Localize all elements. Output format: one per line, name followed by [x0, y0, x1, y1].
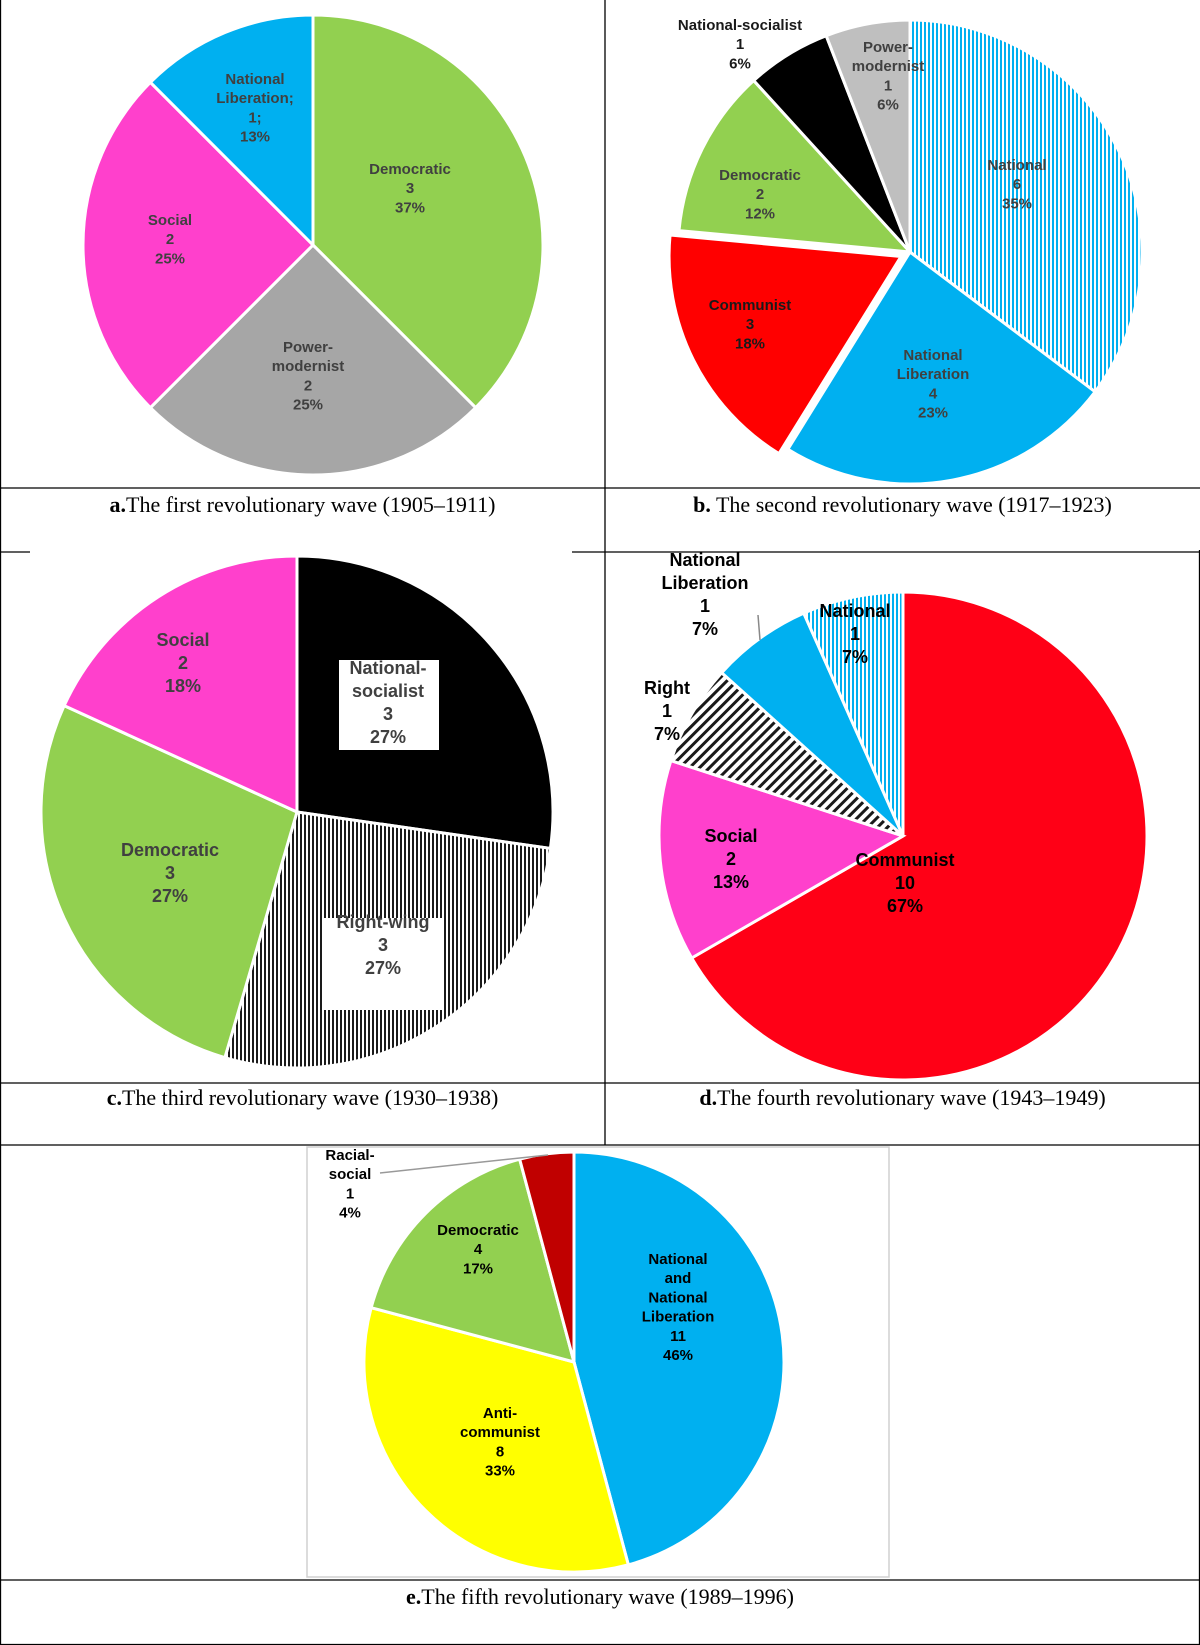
pie-d-slice-0: [689, 590, 1149, 1082]
pie-a-slice-3: [148, 13, 315, 249]
chart-e-frame: [306, 1146, 890, 1578]
pie-b-label-0: National 6 35%: [987, 157, 1046, 212]
pie-c-label-3: Social 2 18%: [156, 630, 209, 696]
pie-b-label-1: National Liberation 4 23%: [897, 347, 970, 422]
caption-d: d.The fourth revolutionary wave (1943–19…: [605, 1085, 1200, 1111]
pie-b-slice-2: [667, 233, 904, 456]
pie-a-slice-2: [81, 80, 316, 410]
pie-d-label-4: National 1 7%: [819, 601, 890, 667]
pie-c-slice-3: [62, 554, 299, 815]
pie-chart-e: National and National Liberation 11 46% Anti-c…: [325, 1147, 786, 1574]
pie-b-slice-0: [908, 18, 1144, 394]
pie-d-label-3: National Liberation 1 7%: [661, 550, 748, 639]
caption-d-letter: d.: [699, 1085, 718, 1110]
caption-e-text: The fifth revolutionary wave (1989–1996): [421, 1584, 794, 1609]
caption-a: a.The first revolutionary wave (1905–191…: [0, 492, 605, 518]
pie-e-label-3: Racial-social 1 4%: [325, 1147, 374, 1222]
leader-line-racial-social: [379, 1154, 549, 1174]
caption-b-text: The second revolutionary wave (1917–1923…: [715, 492, 1112, 517]
pie-c-label-1: Right-wing 3 27%: [337, 912, 430, 978]
pie-c-label-box-1: [323, 918, 443, 1010]
pie-d-label-1: Social 2 13%: [704, 826, 757, 892]
pie-a-label-3: National Liberation; 1; 13%: [216, 71, 294, 146]
pie-b-label-3: Democratic 2 12%: [719, 167, 801, 222]
pie-b-slice-3: [677, 78, 914, 254]
pie-c-slice-2: [39, 703, 299, 1060]
pie-e-slice-0: [572, 1150, 786, 1567]
pie-e-slice-2: [369, 1157, 577, 1365]
pie-e-label-0: National and National Liberation 11 46%: [642, 1251, 715, 1364]
pie-e-label-2: Democratic 4 17%: [437, 1222, 519, 1277]
caption-c-text: The third revolutionary wave (1930–1938): [121, 1085, 499, 1110]
caption-c: c.The third revolutionary wave (1930–193…: [0, 1085, 605, 1111]
pie-e-slice-3: [517, 1150, 576, 1363]
pie-chart-d: Communist 10 67% Social 2 13% Right 1 7% National…: [644, 550, 1149, 1082]
pie-b-slice-1: [785, 249, 1098, 486]
pie-a-label-1: Power-modernist 2 25%: [272, 339, 345, 414]
pie-b-slice-5: [824, 18, 912, 253]
leader-line-national-liberation: [757, 614, 761, 641]
pie-b-label-4: National-socialist 1 6%: [678, 17, 802, 72]
pie-e-slice-1: [362, 1305, 631, 1574]
pie-a-slice-0: [311, 13, 545, 410]
caption-a-text: The first revolutionary wave (1905–1911): [126, 492, 496, 517]
pie-e-label-1: Anti-communist 8 33%: [460, 1405, 540, 1480]
pie-a-label-0: Democratic 3 37%: [369, 161, 451, 216]
pie-d-label-2: Right 1 7%: [644, 678, 690, 744]
caption-b-letter: b.: [693, 492, 711, 517]
caption-d-text: The fourth revolutionary wave (1943–1949…: [717, 1085, 1106, 1110]
caption-b: b. The second revolutionary wave (1917–1…: [605, 492, 1200, 518]
pie-c-label-box-0: [339, 660, 439, 750]
caption-e: e.The fifth revolutionary wave (1989–199…: [0, 1584, 1200, 1610]
pie-b-label-2: Communist 3 18%: [709, 297, 792, 352]
pie-b-label-5: Power-modernist 1 6%: [852, 39, 925, 114]
pie-chart-c: National-socialist 3 27% Right-wing 3 27% Demo…: [39, 554, 555, 1070]
pie-c-label-0: National-socialist 3 27%: [349, 658, 426, 747]
pie-a-slice-1: [148, 242, 478, 477]
pie-a-label-2: Social 2 25%: [148, 212, 192, 267]
pie-d-slice-1: [657, 758, 907, 961]
caption-e-letter: e.: [406, 1584, 422, 1609]
pie-chart-b: National 6 35% National Liberation 4 23% Commun…: [667, 17, 1144, 486]
pie-c-label-2: Democratic 3 27%: [121, 840, 219, 906]
pie-d-slice-4: [801, 590, 905, 837]
pie-chart-a: Democratic 3 37% Power-modernist 2 25% Social 2…: [81, 13, 545, 477]
pie-d-label-0: Communist 10 67%: [856, 850, 955, 916]
caption-a-letter: a.: [109, 492, 127, 517]
caption-c-letter: c.: [106, 1085, 122, 1110]
